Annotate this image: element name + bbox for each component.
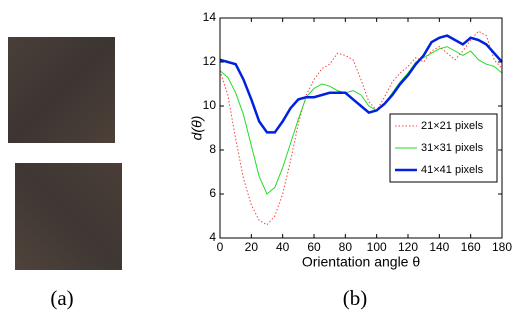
data-line	[219, 34, 503, 134]
x-axis-label: Orientation angle θ	[302, 254, 421, 270]
legend-label: 31×31 pixels	[421, 142, 484, 154]
data-line	[219, 46, 503, 195]
x-tick-label: 20	[245, 240, 259, 254]
x-tick-label: 120	[398, 240, 418, 254]
plot-frame	[219, 17, 503, 239]
x-tick-label: 100	[367, 240, 387, 254]
legend-label: 41×41 pixels	[421, 164, 484, 176]
texture-patch	[8, 37, 115, 143]
y-tick-label: 10	[203, 98, 217, 112]
x-tick-label: 140	[429, 240, 449, 254]
y-tick-label: 8	[209, 142, 216, 156]
caption: (a)	[50, 286, 73, 310]
y-tick-label: 14	[203, 10, 217, 24]
y-tick-label: 4	[209, 230, 216, 244]
caption: (b)	[343, 286, 368, 310]
legend-label: 21×21 pixels	[421, 120, 484, 132]
x-tick-label: 80	[339, 240, 353, 254]
data-line	[219, 30, 503, 226]
x-tick-label: 60	[307, 240, 321, 254]
texture-patch	[15, 163, 122, 270]
x-tick-label: 180	[492, 240, 512, 254]
y-tick-label: 6	[209, 186, 216, 200]
x-tick-label: 0	[217, 240, 224, 254]
y-axis-label: d(θ)	[189, 116, 205, 141]
x-tick-label: 160	[461, 240, 481, 254]
y-tick-label: 12	[203, 54, 217, 68]
x-tick-label: 40	[276, 240, 290, 254]
